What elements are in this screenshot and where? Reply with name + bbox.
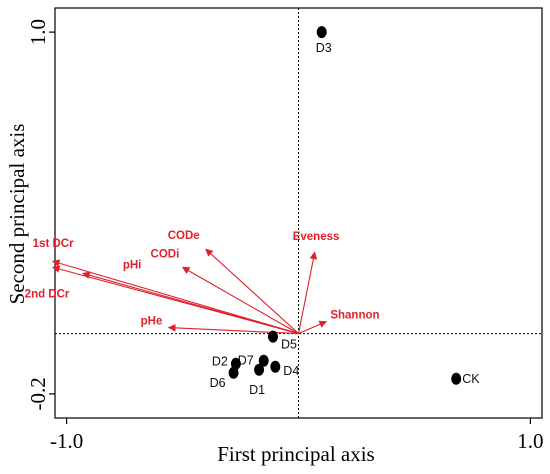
point-label-d1: D1 (249, 383, 265, 397)
x-tick-label: 1.0 (517, 429, 543, 453)
y-tick-label: 1.0 (26, 19, 50, 45)
point-label-d3: D3 (316, 41, 332, 55)
vector-label-2nd-dcr: 2nd DCr (25, 288, 70, 300)
vector-label-code: CODe (168, 230, 200, 242)
vector-series: 1st DCr 2nd DCr pHi CODe CODi Eveness Shannon p… (25, 230, 380, 335)
vector-label-phe: pHe (141, 316, 163, 328)
point-d1 (254, 363, 265, 376)
vector-shannon (298, 320, 328, 335)
point-d6 (228, 366, 239, 379)
vector-phe (167, 324, 299, 335)
y-axis-ticks: -0.2 1.0 (26, 19, 55, 411)
x-tick-label: -1.0 (50, 429, 83, 453)
x-axis-title: First principal axis (217, 442, 374, 466)
sample-series: D3 D5 D7 D2 D6 D1 D4 CK (210, 26, 480, 397)
y-axis-title: Second principal axis (5, 124, 29, 305)
vector-label-eveness: Eveness (293, 231, 340, 243)
vector-label-phi: pHi (123, 259, 142, 271)
point-d3 (316, 26, 327, 39)
vector-code (205, 248, 299, 334)
vector-eveness (297, 251, 318, 334)
point-d7 (258, 354, 269, 367)
vector-label-1st-dcr: 1st DCr (33, 238, 74, 250)
point-d5 (267, 330, 278, 343)
vector-label-shannon: Shannon (330, 310, 379, 322)
point-d4 (270, 360, 281, 373)
y-tick-label: -0.2 (26, 377, 50, 410)
point-label-d7: D7 (238, 354, 254, 368)
vector-label-codi: CODi (151, 248, 180, 260)
point-label-d4: D4 (283, 364, 299, 378)
vector-1st-dcr (51, 259, 299, 335)
point-label-d6: D6 (210, 376, 226, 390)
vector-phi (82, 271, 299, 335)
point-label-d2: D2 (212, 355, 228, 369)
point-label-d5: D5 (281, 338, 297, 352)
point-d2 (230, 357, 241, 370)
point-ck (451, 372, 462, 385)
point-label-ck: CK (462, 372, 480, 386)
vector-codi (181, 266, 299, 335)
x-axis-ticks: -1.0 1.0 (50, 418, 544, 453)
reference-lines (55, 8, 542, 418)
